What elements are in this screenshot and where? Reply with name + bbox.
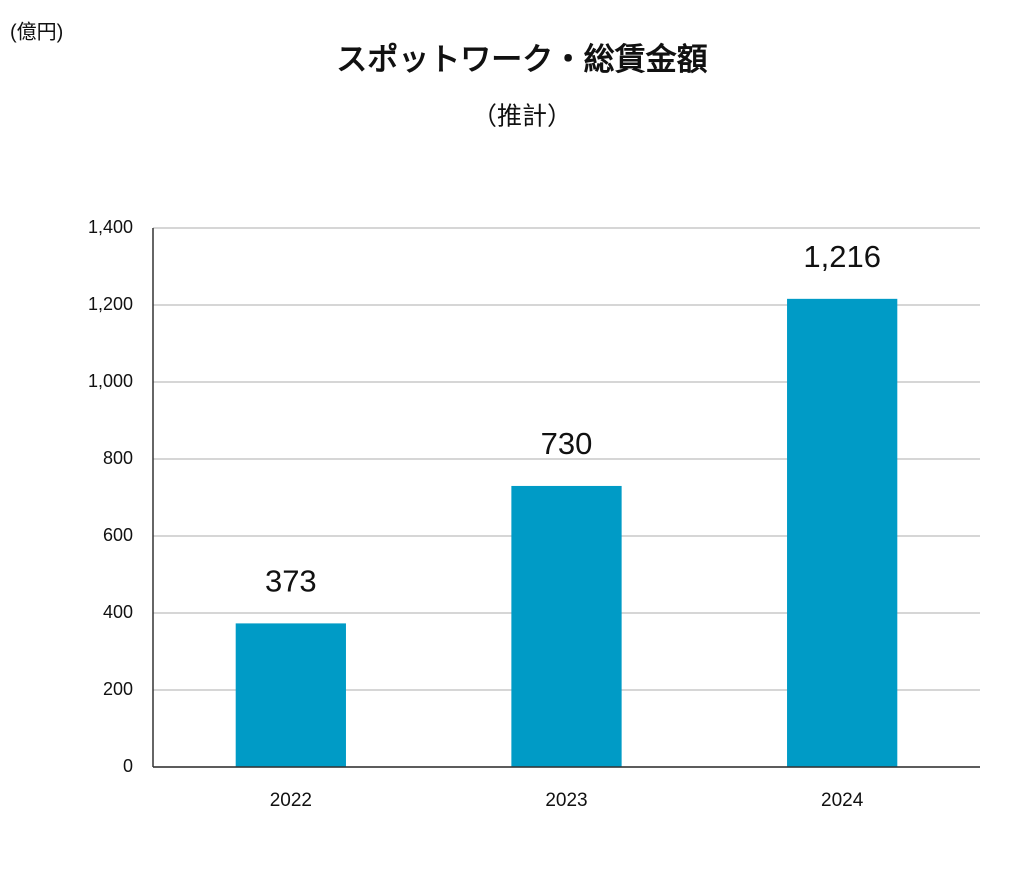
value-label: 1,216 bbox=[803, 239, 881, 274]
y-tick-label: 0 bbox=[123, 756, 133, 776]
value-label: 730 bbox=[541, 426, 593, 461]
value-label: 373 bbox=[265, 564, 317, 599]
y-tick-label: 400 bbox=[103, 602, 133, 622]
bar bbox=[787, 298, 898, 767]
chart-subtitle: （推計） bbox=[472, 103, 572, 131]
bar bbox=[235, 623, 346, 767]
x-tick-label: 2022 bbox=[270, 790, 312, 811]
y-tick-label: 1,000 bbox=[88, 371, 133, 391]
unit-label: (億円) bbox=[10, 20, 63, 43]
y-tick-label: 600 bbox=[103, 525, 133, 545]
y-tick-label: 1,400 bbox=[88, 217, 133, 237]
x-tick-label: 2023 bbox=[545, 790, 587, 811]
chart-title: スポットワーク・総賃金額 bbox=[336, 42, 707, 77]
x-tick-label: 2024 bbox=[821, 790, 864, 811]
y-tick-label: 200 bbox=[103, 679, 133, 699]
y-tick-label: 1,200 bbox=[88, 294, 133, 314]
bar bbox=[511, 485, 622, 767]
y-tick-label: 800 bbox=[103, 448, 133, 468]
